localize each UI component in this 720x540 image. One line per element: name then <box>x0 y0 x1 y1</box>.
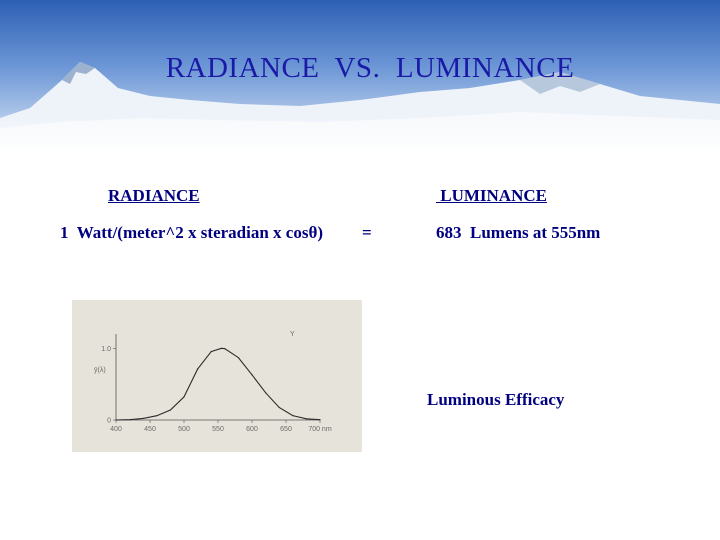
x-tick-label: 550 <box>212 426 224 433</box>
chart-background <box>72 300 362 452</box>
x-tick-label: 700 nm <box>308 426 332 433</box>
y-tick-label: 0 <box>107 418 111 425</box>
radiance-formula: 1 Watt/(meter^2 x steradian x cosθ) <box>60 223 323 242</box>
luminance-value: 683 Lumens at 555nm <box>436 223 601 242</box>
x-tick-label: 400 <box>110 426 122 433</box>
x-tick-label: 450 <box>144 426 156 433</box>
curve-point <box>197 368 199 370</box>
x-tick-label: 500 <box>178 426 190 433</box>
curve-point <box>292 415 294 417</box>
luminosity-chart: 400 450 500 550 600 650 700 nm 0 1.0 ȳ(λ) Y <box>72 300 362 452</box>
curve-point <box>210 351 212 353</box>
slide-title: RADIANCE VS. LUMINANCE <box>165 52 575 84</box>
luminous-efficacy-label: Luminous Efficacy <box>427 390 565 409</box>
banner-fade <box>0 118 720 158</box>
luminance-heading: LUMINANCE <box>436 186 547 205</box>
luminosity-chart-svg: 400 450 500 550 600 650 700 nm 0 1.0 ȳ(λ) Y <box>72 300 362 452</box>
curve-point <box>129 419 131 421</box>
curve-point <box>224 348 226 350</box>
curve-point <box>251 374 253 376</box>
series-label: Y <box>290 331 295 338</box>
equals-sign: = <box>362 223 372 242</box>
curve-point <box>142 417 144 419</box>
curve-point <box>183 396 185 398</box>
curve-point <box>237 357 239 359</box>
curve-point <box>319 419 321 421</box>
curve-point <box>169 409 171 411</box>
x-tick-label: 600 <box>246 426 258 433</box>
curve-point <box>305 418 307 420</box>
curve-point <box>220 347 222 349</box>
x-tick-label: 650 <box>280 426 292 433</box>
curve-point <box>278 406 280 409</box>
y-tick-label: 1.0 <box>101 346 111 353</box>
curve-point <box>265 392 267 394</box>
y-axis-label: ȳ(λ) <box>94 367 106 374</box>
curve-point <box>115 419 117 421</box>
curve-point <box>156 415 158 417</box>
radiance-heading: RADIANCE <box>108 186 200 205</box>
